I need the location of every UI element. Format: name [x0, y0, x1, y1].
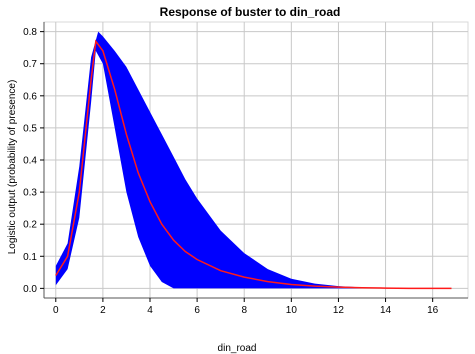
confidence-band	[55, 31, 452, 289]
x-tick-label: 10	[286, 305, 298, 316]
x-tick-label: 8	[241, 305, 247, 316]
x-tick-label: 4	[147, 305, 153, 316]
y-tick-label: 0.2	[23, 220, 37, 231]
x-tick-label: 2	[100, 305, 106, 316]
y-tick-label: 0.1	[23, 252, 37, 263]
x-tick-label: 6	[194, 305, 200, 316]
x-tick-label: 12	[333, 305, 345, 316]
x-tick-label: 16	[427, 305, 439, 316]
y-tick-label: 0.0	[23, 284, 37, 295]
y-tick-label: 0.5	[23, 123, 37, 134]
mean-response-line	[55, 39, 452, 290]
y-tick-label: 0.4	[23, 156, 37, 167]
chart-title: Response of buster to din_road	[160, 5, 341, 19]
y-tick-label: 0.6	[23, 91, 37, 102]
y-tick-label: 0.8	[23, 27, 37, 38]
y-tick-label: 0.7	[23, 59, 37, 70]
y-axis-label: Logistic output (probability of presence…	[7, 80, 18, 255]
x-tick-label: 0	[53, 305, 59, 316]
plot-area: 0 2 4 6 8 10 12 14 16 0.0 0.1 0.2 0.3 0.4 0.5 0.6 0.7 0.8	[23, 21, 469, 316]
y-tick-label: 0.3	[23, 188, 37, 199]
x-axis-label: din_road	[218, 343, 257, 354]
x-tick-label: 14	[380, 305, 392, 316]
